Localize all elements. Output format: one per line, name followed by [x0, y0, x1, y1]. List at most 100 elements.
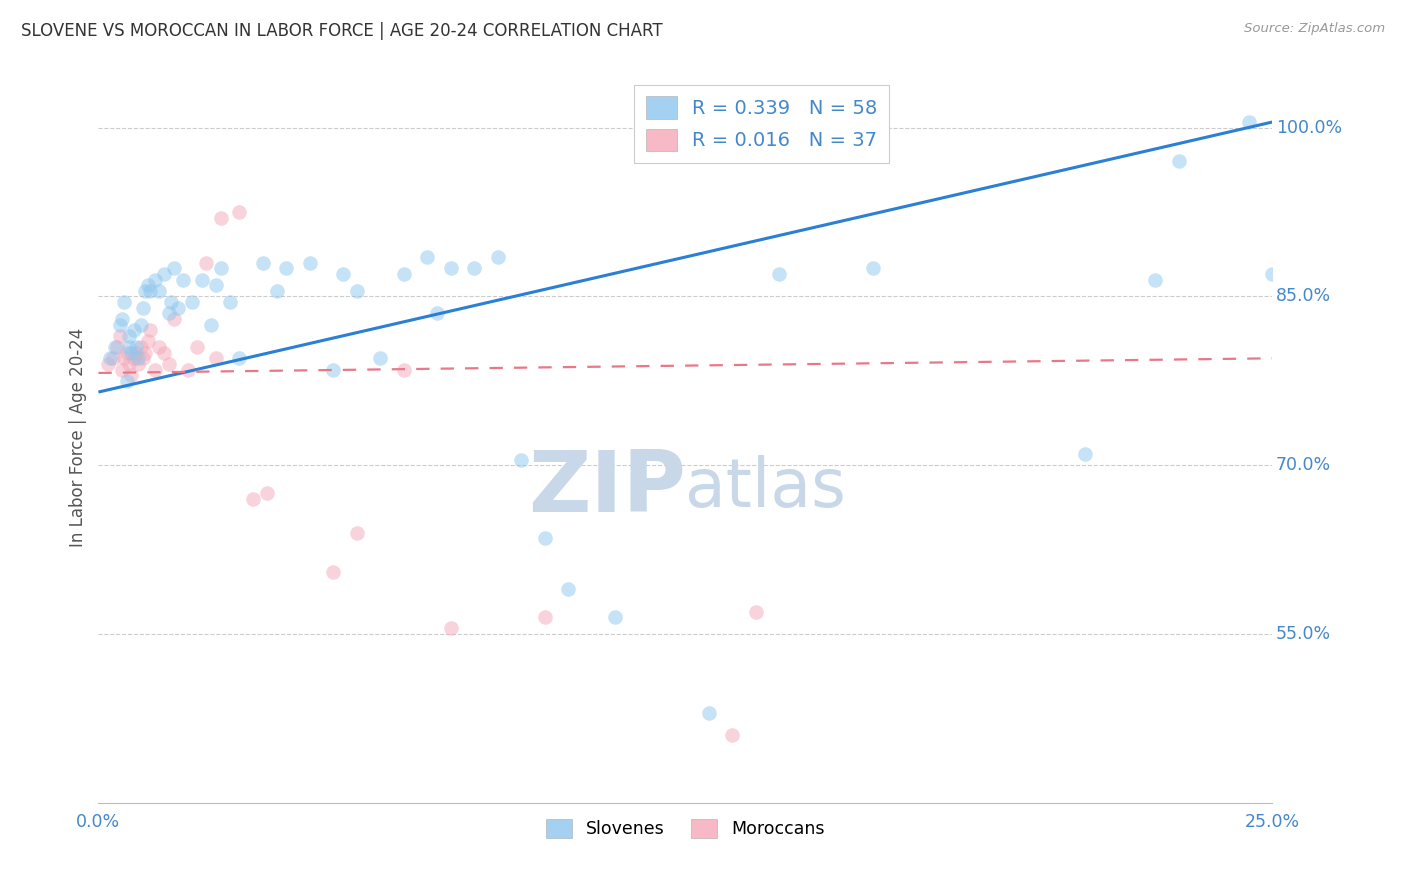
Point — [557, 582, 579, 596]
Point — [108, 328, 131, 343]
Point — [153, 345, 176, 359]
Point — [439, 261, 461, 276]
Point — [98, 351, 121, 366]
Point — [510, 452, 533, 467]
Text: SLOVENE VS MOROCCAN IN LABOR FORCE | AGE 20-24 CORRELATION CHART: SLOVENE VS MOROCCAN IN LABOR FORCE | AGE… — [21, 22, 662, 40]
Point — [157, 357, 180, 371]
Point — [176, 362, 198, 376]
Point — [266, 284, 288, 298]
Point — [862, 261, 884, 276]
Point — [322, 362, 344, 376]
Point — [108, 318, 131, 332]
Point — [112, 295, 135, 310]
Point — [162, 312, 184, 326]
Point — [1073, 447, 1095, 461]
Point — [486, 250, 509, 264]
Point — [132, 351, 155, 366]
Text: ZIP: ZIP — [527, 447, 686, 530]
Point — [252, 255, 274, 269]
Point — [346, 525, 368, 540]
Point — [153, 267, 176, 281]
Point — [463, 261, 485, 276]
Point — [115, 345, 138, 359]
Point — [721, 728, 744, 742]
Point — [1237, 115, 1260, 129]
Point — [276, 261, 298, 276]
Point — [134, 345, 156, 359]
Point — [157, 306, 180, 320]
Point — [125, 345, 148, 359]
Point — [143, 272, 166, 286]
Text: Source: ZipAtlas.com: Source: ZipAtlas.com — [1244, 22, 1385, 36]
Point — [104, 340, 127, 354]
Point — [122, 323, 145, 337]
Point — [122, 351, 145, 366]
Point — [129, 318, 152, 332]
Text: 100.0%: 100.0% — [1277, 119, 1343, 136]
Point — [105, 340, 128, 354]
Point — [745, 605, 768, 619]
Point — [162, 261, 184, 276]
Point — [143, 362, 166, 376]
Point — [205, 351, 228, 366]
Point — [533, 610, 555, 624]
Point — [439, 621, 461, 635]
Point — [139, 323, 162, 337]
Point — [148, 284, 170, 298]
Point — [181, 295, 204, 310]
Point — [768, 267, 790, 281]
Point — [132, 301, 155, 315]
Point — [228, 205, 250, 219]
Point — [603, 610, 626, 624]
Point — [186, 340, 208, 354]
Text: 70.0%: 70.0% — [1277, 456, 1331, 475]
Point — [425, 306, 447, 320]
Point — [167, 301, 190, 315]
Point — [136, 334, 159, 349]
Point — [533, 532, 555, 546]
Point — [209, 261, 232, 276]
Point — [322, 565, 344, 579]
Point — [228, 351, 250, 366]
Point — [139, 284, 162, 298]
Point — [136, 278, 159, 293]
Point — [200, 318, 222, 332]
Point — [298, 255, 321, 269]
Point — [392, 362, 415, 376]
Point — [134, 284, 156, 298]
Point — [1167, 154, 1189, 169]
Point — [101, 351, 124, 366]
Legend: Slovenes, Moroccans: Slovenes, Moroccans — [540, 812, 831, 846]
Point — [416, 250, 439, 264]
Y-axis label: In Labor Force | Age 20-24: In Labor Force | Age 20-24 — [69, 327, 87, 547]
Point — [332, 267, 354, 281]
Text: 85.0%: 85.0% — [1277, 287, 1331, 305]
Point — [125, 340, 148, 354]
Point — [118, 357, 141, 371]
Point — [160, 295, 183, 310]
Point — [219, 295, 242, 310]
Point — [1261, 267, 1284, 281]
Point — [118, 340, 141, 354]
Point — [205, 278, 228, 293]
Point — [256, 486, 278, 500]
Point — [209, 211, 232, 225]
Point — [111, 362, 134, 376]
Point — [1144, 272, 1167, 286]
Point — [129, 340, 152, 354]
Point — [172, 272, 194, 286]
Text: 55.0%: 55.0% — [1277, 625, 1331, 643]
Point — [115, 374, 138, 388]
Point — [118, 328, 141, 343]
Point — [148, 340, 170, 354]
Point — [120, 368, 142, 383]
Point — [112, 351, 135, 366]
Point — [97, 357, 120, 371]
Point — [242, 491, 264, 506]
Point — [127, 357, 149, 371]
Point — [120, 345, 142, 359]
Point — [368, 351, 391, 366]
Point — [392, 267, 415, 281]
Point — [190, 272, 212, 286]
Point — [346, 284, 368, 298]
